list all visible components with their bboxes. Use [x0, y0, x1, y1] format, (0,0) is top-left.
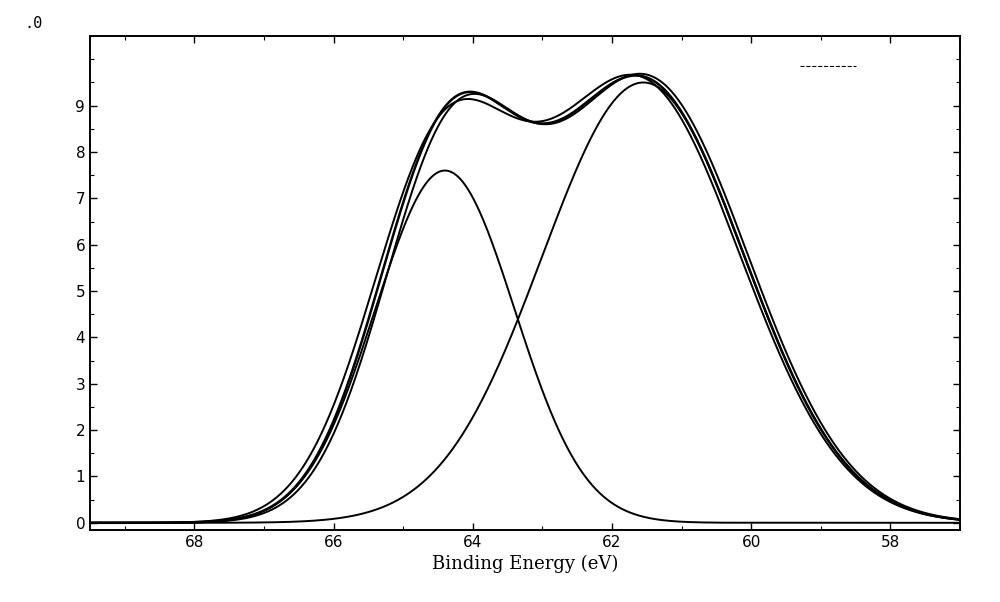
Text: .0: .0 [24, 16, 43, 31]
X-axis label: Binding Energy (eV): Binding Energy (eV) [432, 555, 618, 574]
